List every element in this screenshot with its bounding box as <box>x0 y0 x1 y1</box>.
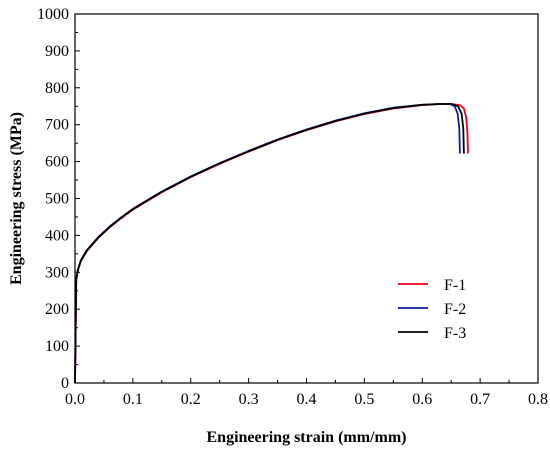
plot-frame <box>74 13 539 384</box>
legend-label: F-2 <box>444 301 466 318</box>
y-tick-label: 100 <box>45 338 69 355</box>
y-axis-title: Engineering stress (MPa) <box>8 112 25 285</box>
x-axis-title: Engineering strain (mm/mm) <box>207 429 407 446</box>
y-tick-label: 900 <box>45 43 69 60</box>
x-tick-label: 0.4 <box>297 391 317 408</box>
x-tick-label: 0.1 <box>123 391 143 408</box>
x-tick-label: 0.3 <box>239 391 259 408</box>
x-tick-label: 0.8 <box>528 391 548 408</box>
y-tick-label: 0 <box>61 375 69 392</box>
x-tick-label: 0.7 <box>470 391 490 408</box>
y-tick-label: 700 <box>45 117 69 134</box>
y-tick-label: 400 <box>45 227 69 244</box>
y-tick-label: 800 <box>45 80 69 97</box>
x-tick-label: 0.5 <box>354 391 374 408</box>
y-tick-label: 600 <box>45 154 69 171</box>
series-line-f-1 <box>74 103 469 384</box>
x-tick-label: 0.6 <box>412 391 432 408</box>
x-tick-label: 0.0 <box>65 391 85 408</box>
legend-label: F-3 <box>444 325 466 342</box>
x-tick-label: 0.2 <box>181 391 201 408</box>
y-tick-label: 200 <box>45 301 69 318</box>
y-tick-label: 300 <box>45 264 69 281</box>
series-line-f-3 <box>74 103 465 384</box>
series-line-f-2 <box>74 103 461 384</box>
legend-label: F-1 <box>444 277 466 294</box>
y-tick-label: 1000 <box>37 6 69 23</box>
y-tick-label: 500 <box>45 191 69 208</box>
